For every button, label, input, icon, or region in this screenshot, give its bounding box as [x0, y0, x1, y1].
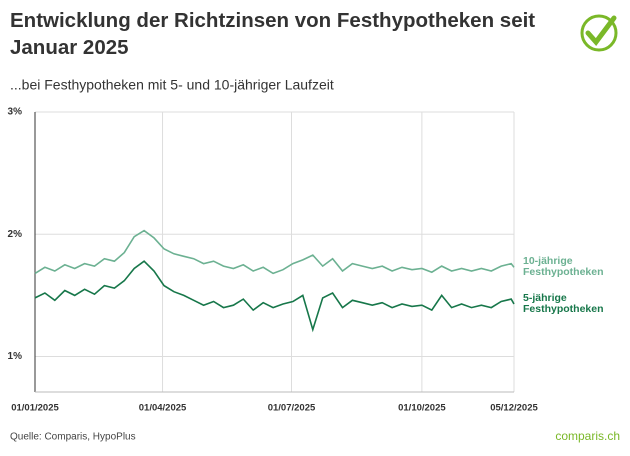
x-tick-label: 05/12/2025: [490, 403, 538, 414]
y-tick-label: 1%: [8, 351, 23, 362]
logo: [580, 14, 618, 52]
chart-title: Entwicklung der Richtzinsen von Festhypo…: [10, 9, 535, 59]
y-tick-label: 2%: [8, 229, 23, 240]
x-tick-label: 01/04/2025: [139, 403, 187, 414]
brand: comparis.ch: [555, 429, 620, 443]
source: Quelle: Comparis, HypoPlus: [10, 432, 136, 443]
line: [34, 260, 515, 333]
chart-subtitle: ...bei Festhypotheken mit 5- und 10-jähr…: [10, 77, 334, 93]
line: [34, 229, 515, 275]
x-tick-label: 01/10/2025: [398, 403, 446, 414]
series-label: 10-jährige Festhypotheken: [523, 255, 604, 279]
series-label: 5-jährige Festhypotheken: [523, 291, 604, 315]
y-tick-label: 3%: [8, 107, 23, 118]
x-tick-label: 01/01/2025: [11, 403, 59, 414]
x-tick-label: 01/07/2025: [268, 403, 316, 414]
